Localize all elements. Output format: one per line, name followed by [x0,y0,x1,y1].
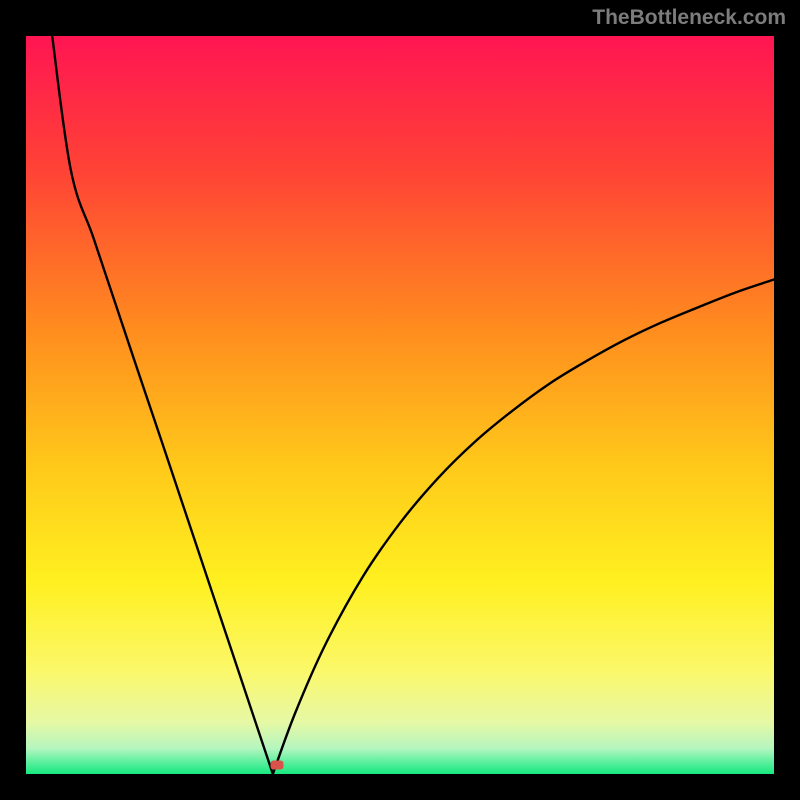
watermark-text: TheBottleneck.com [592,6,786,30]
curve-path [52,36,774,774]
bottleneck-curve [26,36,774,774]
plot-area [26,36,774,774]
optimum-marker [270,761,283,770]
